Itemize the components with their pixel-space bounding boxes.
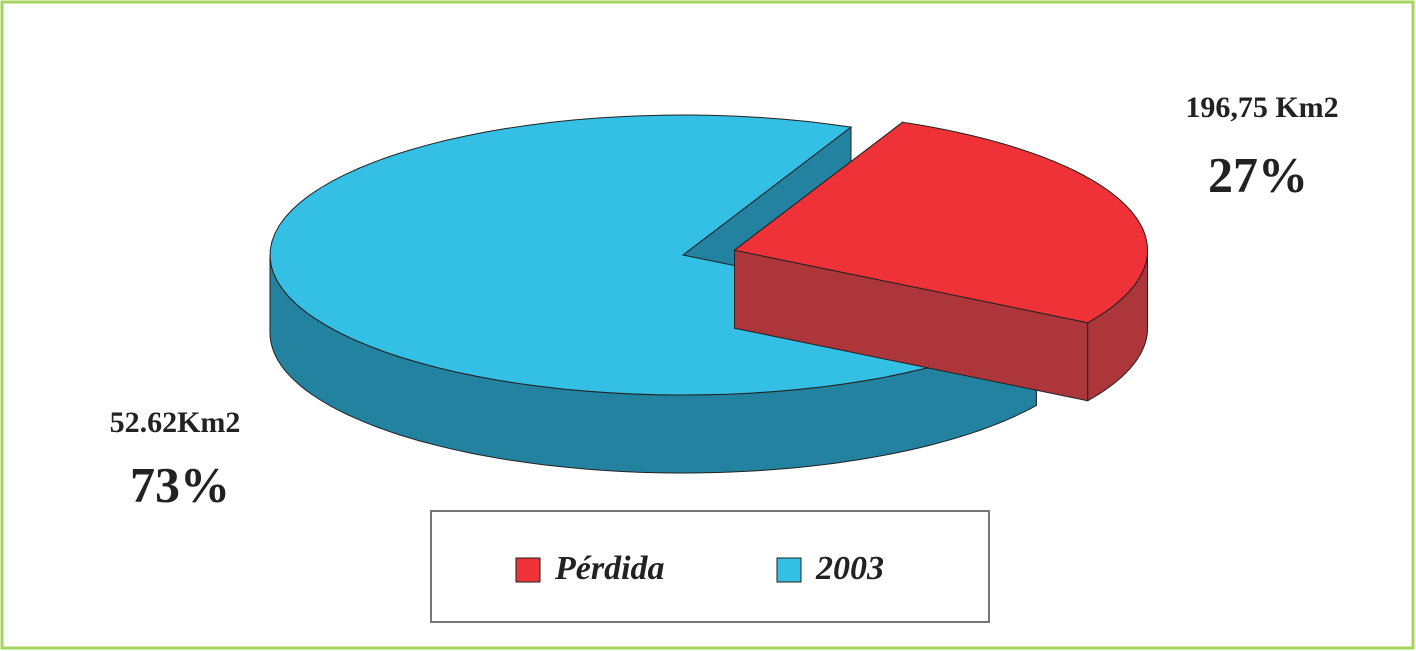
legend-swatch (776, 557, 802, 583)
legend-label: Pérdida (554, 550, 665, 587)
area-label: 52.62Km2 (110, 406, 241, 439)
legend-label: 2003 (815, 550, 884, 587)
area-label: 196,75 Km2 (1185, 91, 1338, 124)
legend-box (430, 510, 990, 623)
legend-swatch (515, 557, 541, 583)
value-label: 27% (1208, 146, 1308, 202)
slice (733, 121, 1148, 324)
value-label: 73% (130, 456, 230, 512)
